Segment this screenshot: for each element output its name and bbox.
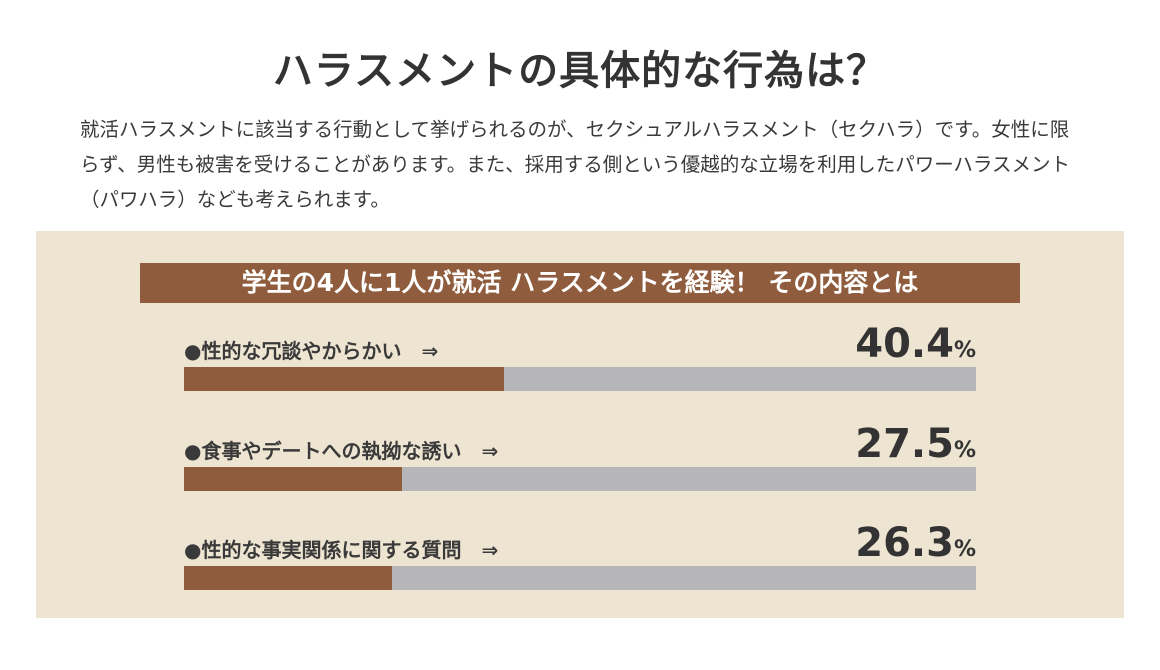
bar-item: ●食事やデートへの執拗な誘い ⇒ 27.5% (184, 421, 976, 501)
bar-label: ●性的な冗談やからかい ⇒ (184, 339, 439, 363)
bar-track (184, 566, 976, 590)
bar-fill (184, 467, 402, 491)
bar-value: 26.3% (855, 520, 976, 566)
chart-title-banner: 学生の4人に1人が就活 ハラスメントを経験！ その内容とは (140, 263, 1020, 303)
bar-value-number: 26.3 (855, 520, 954, 566)
bar-track (184, 367, 976, 391)
bar-fill (184, 566, 393, 590)
chart-panel: 学生の4人に1人が就活 ハラスメントを経験！ その内容とは ●性的な冗談やからか… (36, 231, 1124, 618)
bar-label: ●性的な事実関係に関する質問 ⇒ (184, 538, 499, 562)
page-title: ハラスメントの具体的な行為は？ (272, 48, 888, 94)
bar-item: ●性的な事実関係に関する質問 ⇒ 26.3% (184, 520, 976, 600)
bar-label: ●食事やデートへの執拗な誘い ⇒ (184, 439, 499, 463)
bar-value-unit: % (953, 438, 976, 463)
bar-value-number: 27.5 (855, 421, 954, 467)
bar-fill (184, 367, 504, 391)
bar-track (184, 467, 976, 491)
bar-value-unit: % (953, 338, 976, 363)
bar-item: ●性的な冗談やからかい ⇒ 40.4% (184, 321, 976, 401)
bar-value: 27.5% (855, 421, 976, 467)
bar-value-number: 40.4 (855, 321, 954, 367)
intro-paragraph: 就活ハラスメントに該当する行動として挙げられるのが、セクシュアルハラスメント（セ… (80, 118, 1071, 211)
bar-value: 40.4% (855, 321, 976, 367)
bar-value-unit: % (953, 537, 976, 562)
